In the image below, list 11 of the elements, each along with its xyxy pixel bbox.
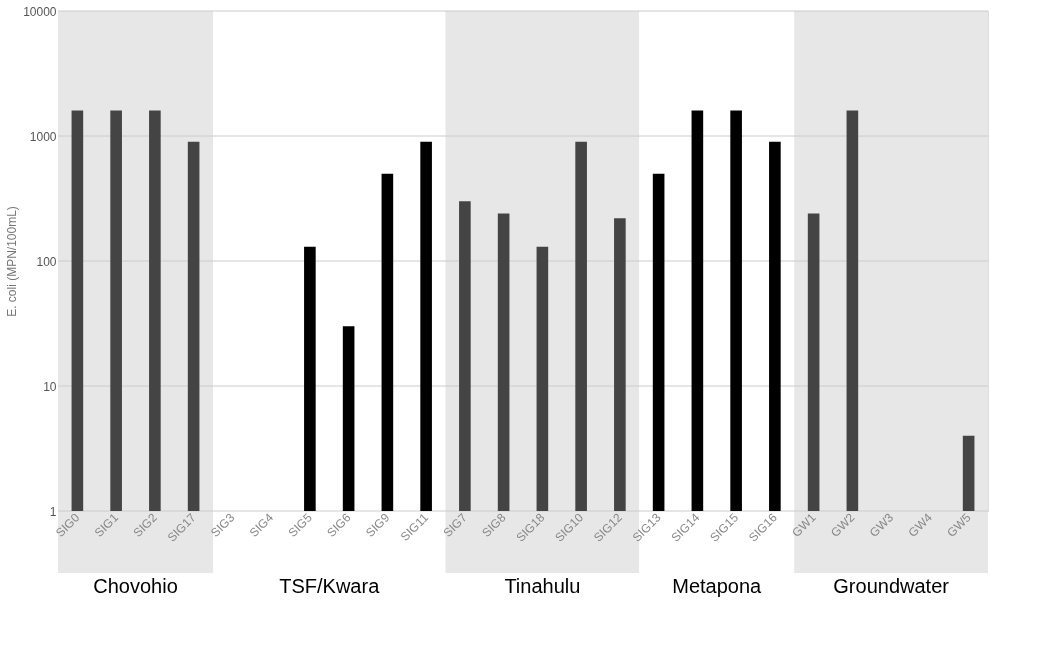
y-tick-label: 1000 [29, 129, 57, 144]
y-axis-title: E. coli (MPN/100mL) [5, 206, 20, 317]
y-tick-label: 1 [49, 504, 57, 519]
y-tick-label: 10 [43, 379, 57, 394]
band-label: Chovohio [93, 575, 178, 597]
band-label: TSF/Kwara [279, 575, 381, 597]
band-label: Tinahulu [504, 575, 581, 597]
y-tick-label: 100 [36, 254, 57, 269]
band-label: Metapona [672, 575, 763, 597]
band-label: Groundwater [833, 575, 950, 597]
y-tick-label: 10000 [23, 4, 57, 19]
